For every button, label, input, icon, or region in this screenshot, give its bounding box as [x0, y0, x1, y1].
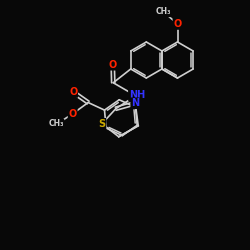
Text: S: S: [98, 119, 105, 129]
Text: NH: NH: [129, 90, 145, 100]
Text: O: O: [174, 19, 182, 29]
Text: N: N: [131, 98, 139, 108]
Text: O: O: [68, 109, 77, 119]
Text: CH₃: CH₃: [48, 119, 64, 128]
Text: CH₃: CH₃: [156, 8, 172, 16]
Text: O: O: [69, 87, 77, 97]
Text: O: O: [108, 60, 117, 70]
